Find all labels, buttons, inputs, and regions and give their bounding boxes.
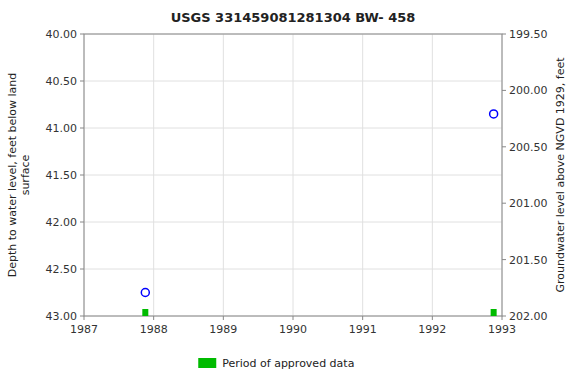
legend: Period of approved data xyxy=(198,357,354,370)
grid-line xyxy=(84,222,502,223)
axis-label: Depth to water level, feet below landsur… xyxy=(6,73,32,278)
approved-bar xyxy=(491,309,497,316)
tick-label: 201.50 xyxy=(509,254,548,267)
legend-label: Period of approved data xyxy=(222,357,354,370)
tick xyxy=(502,316,503,320)
tick-label: 41.50 xyxy=(46,169,78,182)
tick xyxy=(502,259,506,260)
approved-bar xyxy=(142,309,148,316)
tick xyxy=(80,128,84,129)
tick xyxy=(80,316,84,317)
axis-label: Groundwater level above NGVD 1929, feet xyxy=(554,57,567,293)
tick-label: 200.00 xyxy=(509,84,548,97)
marks xyxy=(141,110,497,316)
tick-label: 199.50 xyxy=(509,28,548,41)
tick-label: 1989 xyxy=(209,323,237,336)
title: USGS 331459081281304 BW- 458 xyxy=(171,10,416,25)
grid-line xyxy=(84,175,502,176)
tick xyxy=(80,222,84,223)
tick xyxy=(80,269,84,270)
tick xyxy=(502,146,506,147)
tick-label: 1992 xyxy=(418,323,446,336)
tick xyxy=(502,203,506,204)
tick xyxy=(502,316,506,317)
tick xyxy=(502,90,506,91)
tick xyxy=(80,34,84,35)
plot-frame xyxy=(84,34,502,316)
x-axis: 1987 1988 1989 1990 1991 1992 1993 xyxy=(70,316,516,336)
tick-label: 43.00 xyxy=(46,310,78,323)
axis-label-line: surface xyxy=(19,154,32,195)
y-axis: 40.00 40.50 41.00 41.50 42.00 42.50 43.00 xyxy=(46,28,85,323)
tick xyxy=(293,316,294,320)
tick xyxy=(84,316,85,320)
point xyxy=(141,289,149,297)
tick-label: 1990 xyxy=(279,323,307,336)
tick-label: 1988 xyxy=(140,323,168,336)
tick-label: 1991 xyxy=(349,323,377,336)
tick xyxy=(432,316,433,320)
grid-line xyxy=(84,269,502,270)
tick xyxy=(80,81,84,82)
tick-label: 1987 xyxy=(70,323,98,336)
tick xyxy=(362,316,363,320)
tick-label: 41.00 xyxy=(46,122,78,135)
tick xyxy=(223,316,224,320)
tick-label: 200.50 xyxy=(509,141,548,154)
legend-swatch xyxy=(198,358,216,368)
grid-line xyxy=(84,128,502,129)
tick-label: 42.00 xyxy=(46,216,78,229)
point xyxy=(490,110,498,118)
grid xyxy=(84,34,502,316)
plot-area xyxy=(84,34,502,316)
tick-label: 201.00 xyxy=(509,197,548,210)
chart: 1987 1988 1989 1990 1991 1992 1993 40.00 40.50 41… xyxy=(0,0,576,384)
tick xyxy=(80,175,84,176)
axis-label-line: Depth to water level, feet below land xyxy=(6,73,19,278)
tick-label: 1993 xyxy=(488,323,516,336)
tick xyxy=(502,34,506,35)
tick-label: 40.00 xyxy=(46,28,78,41)
tick-label: 40.50 xyxy=(46,75,78,88)
y2-axis: 202.00 201.50 201.00 200.50 200.00 199.50 xyxy=(502,28,548,323)
tick-label: 42.50 xyxy=(46,263,78,276)
tick-label: 202.00 xyxy=(509,310,548,323)
grid-line xyxy=(84,81,502,82)
tick xyxy=(153,316,154,320)
